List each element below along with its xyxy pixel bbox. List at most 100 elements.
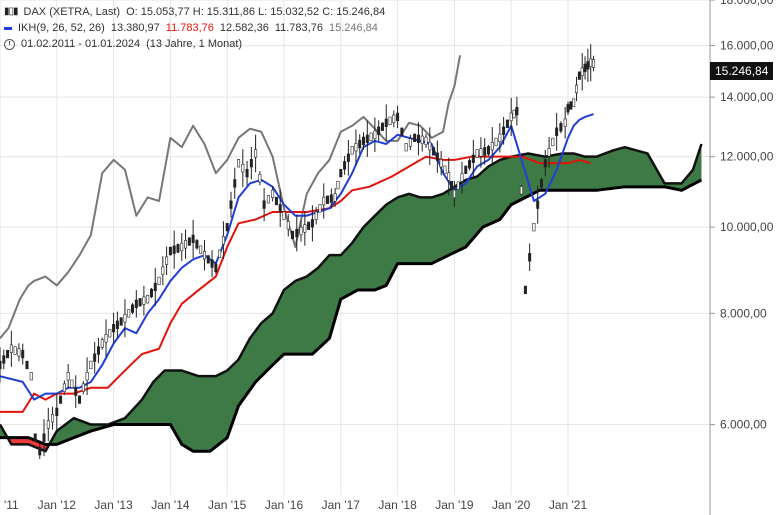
x-tick-label: Jan '11 — [0, 498, 19, 512]
last-price-badge: 15.246,84 — [710, 62, 774, 80]
price-candle-body — [432, 147, 436, 156]
price-candle-body — [225, 222, 229, 232]
x-tick-label: Jan '20 — [492, 498, 531, 512]
y-tick-label: 6.000,00 — [720, 418, 767, 432]
price-candle-body — [29, 372, 33, 381]
price-candle-body — [254, 149, 258, 158]
price-candle-body — [157, 276, 161, 286]
candlestick-icon: ▮▯▮ — [4, 6, 18, 17]
price-candle-body — [0, 360, 2, 370]
price-candle-body — [354, 142, 358, 152]
y-tick-label: 10.000,00 — [720, 220, 774, 234]
legend-period-row: 01.02.2011 - 01.01.2024 (13 Jahre, 1 Mon… — [4, 36, 385, 52]
price-candle-body — [424, 136, 428, 146]
price-candle-body — [9, 344, 13, 353]
price-candle-body — [249, 159, 253, 168]
price-candle-body — [388, 116, 392, 125]
price-candle-body — [93, 353, 97, 362]
price-candle-body — [262, 200, 266, 209]
price-candle-body — [314, 211, 318, 220]
legend-instrument: DAX (XETRA, Last) — [23, 6, 121, 18]
price-candle-body — [408, 138, 412, 147]
price-candle-body — [566, 104, 570, 113]
price-candle-body — [187, 237, 191, 246]
price-candle-body — [333, 193, 337, 202]
clock-icon — [4, 38, 15, 50]
price-candle-body — [142, 296, 146, 305]
price-candle-body — [515, 107, 519, 116]
price-candle-body — [25, 360, 29, 370]
senkou-span-a-line — [0, 143, 703, 453]
price-candle-body — [435, 152, 439, 161]
price-candle-body — [85, 372, 89, 381]
x-tick-label: Jan '15 — [208, 498, 247, 512]
price-candle-body — [369, 132, 373, 141]
price-candle-body — [13, 346, 17, 355]
price-candle-body — [586, 61, 590, 70]
price-candle-body — [104, 334, 108, 343]
price-candle-body — [96, 346, 100, 355]
price-candle-body — [286, 221, 290, 230]
price-candle-body — [373, 130, 377, 139]
price-candle-body — [428, 141, 432, 151]
price-candle-body — [490, 141, 494, 151]
price-candle-body — [559, 123, 563, 132]
price-candle-body — [241, 163, 245, 173]
price-candle-body — [547, 148, 551, 157]
price-candle-body — [439, 159, 443, 168]
y-tick-label: 8.000,00 — [720, 306, 767, 320]
price-candle-body — [115, 320, 119, 329]
price-candle-body — [456, 181, 460, 190]
x-tick-label: Jan '12 — [38, 498, 77, 512]
price-candle-body — [413, 133, 417, 142]
price-candle-body — [450, 180, 454, 190]
price-candle-body — [551, 137, 555, 147]
price-candle-body — [583, 63, 587, 73]
price-candle-body — [146, 295, 150, 304]
price-candle-body — [416, 134, 420, 144]
price-candle-body — [523, 285, 527, 295]
price-candle-body — [452, 189, 456, 198]
price-candle-body — [214, 263, 218, 273]
price-candle-body — [532, 222, 536, 232]
price-candle-body — [365, 134, 369, 144]
price-candle-body — [486, 146, 490, 155]
price-candle-body — [33, 433, 37, 442]
price-candle-body — [380, 122, 384, 131]
price-candle-body — [384, 118, 388, 127]
price-candle-body — [303, 224, 307, 233]
price-candle-body — [233, 179, 237, 188]
price-candle-body — [498, 133, 502, 142]
legend-ikh-span-b: 11.783,76 — [274, 22, 323, 34]
price-candle-body — [392, 114, 396, 124]
price-candle-body — [195, 240, 199, 249]
price-candle-body — [199, 245, 203, 254]
legend-ikh-red: 11.783,76 — [165, 22, 214, 34]
price-candle-body — [218, 249, 222, 258]
price-candle-body — [184, 240, 188, 249]
price-candle-body — [258, 174, 262, 183]
price-candle-body — [206, 255, 210, 264]
price-candle-body — [404, 142, 408, 152]
legend-period-length: (13 Jahre, 1 Monat) — [146, 38, 243, 50]
legend-ohlc: O: 15.053,77 H: 15.311,86 L: 15.032,52 C… — [126, 6, 386, 18]
price-candle-body — [123, 314, 127, 323]
price-candle-body — [165, 256, 169, 265]
price-candle-body — [358, 139, 362, 149]
price-candle-body — [180, 242, 184, 252]
price-candle-body — [78, 395, 82, 404]
price-candle-body — [21, 349, 25, 359]
price-candle-body — [377, 126, 381, 135]
price-candle-body — [161, 266, 165, 275]
price-candle-body — [539, 179, 543, 188]
x-tick-label: Jan '18 — [378, 498, 417, 512]
legend-ikh-row: IKH(9, 26, 52, 26) 13.380,97 11.783,76 1… — [4, 20, 385, 36]
price-candle-body — [555, 127, 559, 136]
price-candle-body — [266, 195, 270, 204]
price-candle-body — [468, 160, 472, 169]
price-candle-body — [329, 194, 333, 203]
price-candle-body — [17, 348, 21, 357]
price-candle-body — [221, 236, 225, 245]
x-tick-label: Jan '17 — [322, 498, 361, 512]
